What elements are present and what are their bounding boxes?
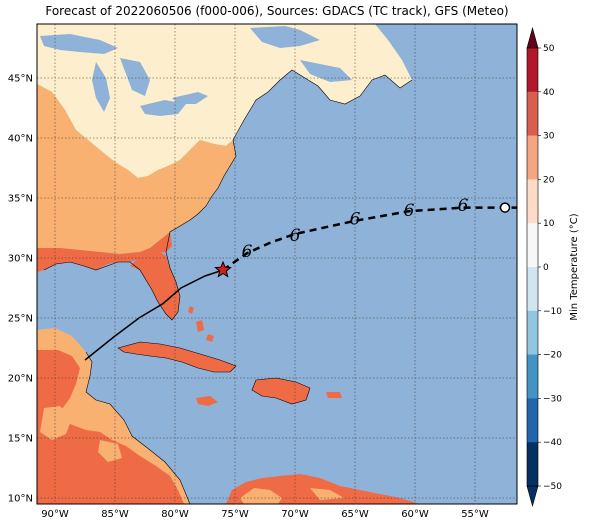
map-frame: [36, 23, 518, 505]
land-bahamas: [188, 306, 214, 342]
current-position-star: [214, 260, 232, 278]
colorbar-tick-label: −10: [543, 307, 562, 317]
land-hispaniola: [252, 378, 310, 404]
forecast-track-line: [222, 206, 517, 272]
lat-label: 25°N: [8, 314, 33, 325]
track-end-marker: [499, 202, 511, 213]
land-jamaica: [196, 396, 218, 406]
colorbar: 50 40 30 20 10 0 −10 −20 −30 −40 −50 Min Temperatur…: [526, 26, 580, 508]
colorbar-label: Min Temperature (°C): [569, 213, 580, 320]
land-puerto-rico: [326, 392, 342, 398]
land-mild-us: [37, 84, 236, 254]
colorbar-segment: [527, 398, 538, 443]
cyclone-symbol: 6: [404, 201, 415, 221]
past-track-line: [84, 269, 224, 361]
colorbar-segment: [527, 310, 538, 355]
coastlines: [43, 69, 413, 504]
longitude-labels: 90°W 85°W 80°W 75°W 70°W 65°W 60°W 55°W: [41, 509, 489, 520]
cyclone-symbol: 6: [458, 196, 469, 216]
colorbar-tick-label: −40: [543, 438, 562, 448]
colorbar-segment: [527, 48, 538, 93]
lon-label: 80°W: [161, 509, 189, 520]
colorbar-tick-label: 40: [543, 88, 555, 98]
land-cuba: [118, 342, 236, 372]
lat-label: 15°N: [8, 434, 33, 445]
lat-label: 10°N: [8, 494, 33, 505]
colorbar-segment: [527, 354, 538, 399]
colorbar-segment: [527, 179, 538, 224]
lat-label: 20°N: [8, 374, 33, 385]
colorbar-segment: [527, 223, 538, 268]
colorbar-segment: [527, 267, 538, 312]
lon-label: 60°W: [401, 509, 429, 520]
latitude-labels: 45°N 40°N 35°N 30°N 25°N 20°N 15°N 10°N: [8, 74, 33, 505]
lat-label: 45°N: [8, 74, 33, 85]
cyclone-symbol: 6: [350, 209, 361, 229]
gridlines: [37, 24, 517, 504]
colorbar-segment: [527, 442, 538, 487]
map-title: Forecast of 2022060506 (f000-006), Sourc…: [45, 4, 509, 18]
colorbar-tick-label: −20: [543, 351, 562, 361]
colorbar-tick-label: 30: [543, 132, 555, 142]
colorbar-segment: [527, 135, 538, 180]
colorbar-tick-label: 0: [543, 263, 549, 273]
colorbar-tick-label: 20: [543, 175, 555, 185]
colorbar-tick-label: 50: [543, 44, 555, 54]
land-highland: [40, 406, 122, 462]
lat-label: 30°N: [8, 254, 33, 265]
great-lakes: [40, 26, 352, 116]
land-south-america-highland: [240, 488, 344, 504]
colorbar-tick-label: −30: [543, 394, 562, 404]
lon-label: 90°W: [41, 509, 69, 520]
lat-label: 40°N: [8, 134, 33, 145]
lon-label: 75°W: [221, 509, 249, 520]
cyclone-symbol: 6: [290, 226, 301, 246]
cyclone-symbol: 6: [242, 242, 253, 262]
colorbar-segment: [527, 91, 538, 136]
colorbar-extend-bottom: [526, 485, 539, 508]
storm-track: 6 6 6 6 6: [84, 196, 517, 361]
colorbar-extend-top: [526, 26, 539, 49]
lon-label: 65°W: [341, 509, 369, 520]
land-central-america: [37, 350, 184, 504]
lon-label: 55°W: [461, 509, 489, 520]
land-florida: [130, 252, 180, 320]
lon-label: 85°W: [101, 509, 129, 520]
lon-label: 70°W: [281, 509, 309, 520]
colorbar-tick-label: 10: [543, 219, 555, 229]
colorbar-tick-label: −50: [543, 482, 562, 492]
map-area: [37, 24, 517, 504]
lat-label: 35°N: [8, 194, 33, 205]
